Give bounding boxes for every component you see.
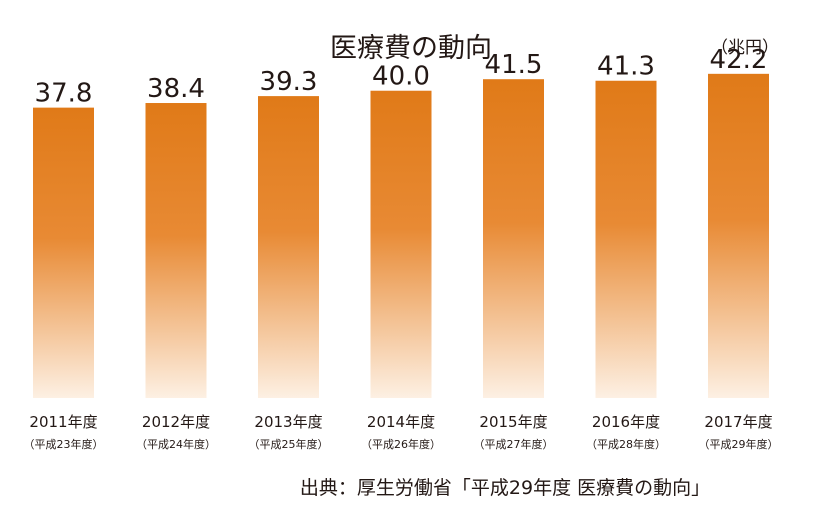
bar-2015年度 xyxy=(483,79,544,399)
value-label: 41.3 xyxy=(597,52,655,82)
bar-2013年度 xyxy=(258,96,319,398)
value-label: 38.4 xyxy=(147,74,205,104)
subcategory-label: （平成25年度） xyxy=(249,437,329,451)
value-label: 40.0 xyxy=(372,62,430,92)
category-label: 2011年度 xyxy=(29,413,97,431)
subcategory-label: （平成28年度） xyxy=(586,437,666,451)
category-label: 2016年度 xyxy=(592,413,660,431)
subcategory-label: （平成27年度） xyxy=(474,437,554,451)
value-label: 39.3 xyxy=(260,67,318,97)
chart-title: 医療費の動向 xyxy=(330,33,492,64)
value-label: 41.5 xyxy=(485,50,543,80)
subcategory-label: （平成23年度） xyxy=(24,437,104,451)
category-label: 2014年度 xyxy=(367,413,435,431)
subcategory-label: （平成24年度） xyxy=(136,437,216,451)
unit-label: （兆円） xyxy=(711,38,779,58)
category-label: 2017年度 xyxy=(704,413,772,431)
subcategory-label: （平成26年度） xyxy=(361,437,441,451)
bar-2014年度 xyxy=(370,90,432,399)
subcategory-label: （平成29年度） xyxy=(699,437,779,451)
bars-group: 37.8 2011年度 （平成23年度） 38.4 2012年度 （平成24年度） 39.3… xyxy=(24,45,779,451)
bar-2011年度 xyxy=(33,107,94,399)
value-label: 37.8 xyxy=(35,79,93,109)
category-label: 2013年度 xyxy=(254,413,322,431)
category-label: 2012年度 xyxy=(142,413,210,431)
category-label: 2015年度 xyxy=(479,413,547,431)
bar-2012年度 xyxy=(145,103,207,398)
bar-2016年度 xyxy=(595,80,657,398)
bar-2017年度 xyxy=(708,73,769,398)
source-note: 出典：厚生労働省「平成29年度 医療費の動向」 xyxy=(300,477,710,499)
value-label: 42.2 xyxy=(710,45,768,75)
